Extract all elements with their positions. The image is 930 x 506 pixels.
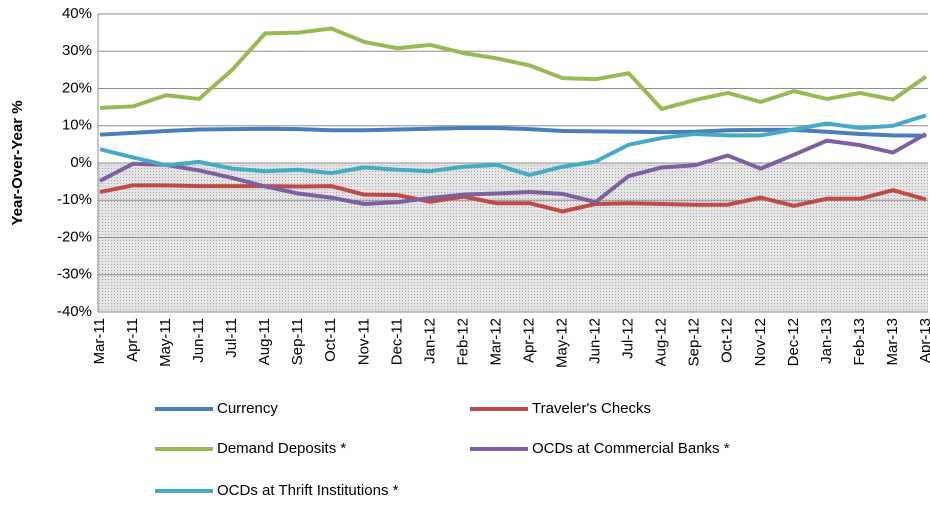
legend-label: Demand Deposits * <box>217 440 346 457</box>
x-tick-label: Mar-11 <box>91 318 108 364</box>
y-tick-label: -10% <box>57 191 92 208</box>
y-tick-label: -30% <box>57 266 92 283</box>
series-line <box>99 113 927 177</box>
legend-label: Traveler's Checks <box>532 400 651 417</box>
y-tick-label: 30% <box>62 42 92 59</box>
x-tick-label: Jul-11 <box>223 318 240 358</box>
series-line <box>99 132 927 206</box>
x-tick-label: Aug-12 <box>653 318 670 366</box>
x-tick-label: Apr-12 <box>520 318 537 363</box>
x-tick-label: Feb-13 <box>851 318 868 366</box>
x-tick-label: May-12 <box>554 318 571 368</box>
x-tick-label: Nov-12 <box>752 318 769 366</box>
x-tick-label: Aug-11 <box>256 318 273 365</box>
x-tick-label: Jul-12 <box>620 318 637 359</box>
x-tick-label: Oct-11 <box>322 318 339 362</box>
x-tick-label: Dec-12 <box>785 318 802 366</box>
x-tick-label: Mar-12 <box>487 318 504 366</box>
y-tick-label: -20% <box>57 228 92 245</box>
x-tick-label: Apr-13 <box>917 318 930 363</box>
x-tick-label: Jun-12 <box>587 318 604 364</box>
y-tick-label: 20% <box>62 79 92 96</box>
x-tick-label: Oct-12 <box>719 318 736 363</box>
y-tick-label: 40% <box>62 5 92 22</box>
legend-label: OCDs at Thrift Institutions * <box>217 482 399 499</box>
x-tick-label: Nov-11 <box>355 318 372 365</box>
legend-label: OCDs at Commercial Banks * <box>532 440 730 457</box>
series-line <box>99 183 927 214</box>
x-tick-label: Apr-11 <box>124 318 141 362</box>
legend-label: Currency <box>217 400 278 417</box>
x-tick-label: Jan-12 <box>421 318 438 364</box>
y-axis-title: Year-Over-Year % <box>9 100 26 225</box>
x-tick-label: May-11 <box>157 318 174 367</box>
x-tick-label: Dec-11 <box>388 318 405 365</box>
y-tick-label: 10% <box>62 117 92 134</box>
y-tick-label: -40% <box>57 303 92 320</box>
x-tick-label: Feb-12 <box>454 318 471 366</box>
x-tick-label: Sep-11 <box>289 318 306 365</box>
x-tick-label: Sep-12 <box>686 318 703 366</box>
series-line <box>99 26 928 111</box>
x-tick-label: Jan-13 <box>818 318 835 364</box>
y-tick-label: 0% <box>70 154 92 171</box>
x-tick-label: Jun-11 <box>190 318 207 363</box>
x-tick-label: Mar-13 <box>884 318 901 366</box>
